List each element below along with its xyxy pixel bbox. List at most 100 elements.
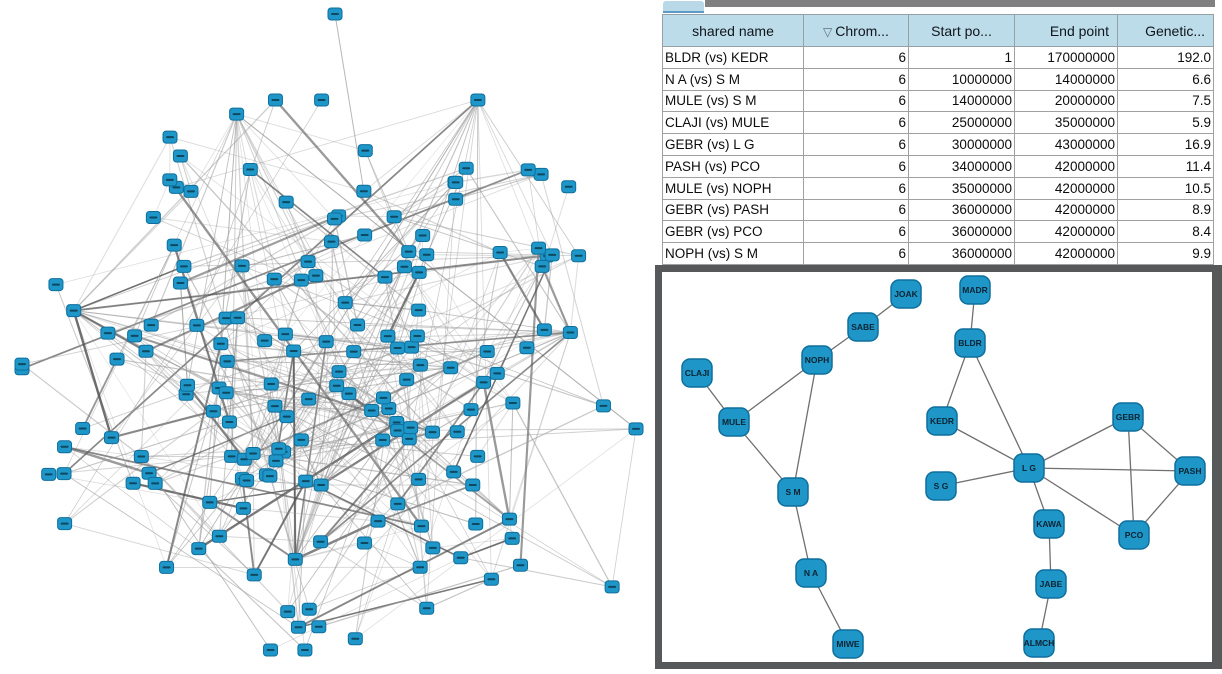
hairball-node[interactable] xyxy=(563,327,577,339)
hairball-node[interactable] xyxy=(247,569,261,581)
hairball-node[interactable] xyxy=(348,633,362,645)
hairball-node[interactable] xyxy=(126,477,140,489)
hairball-node[interactable] xyxy=(110,353,124,365)
hairball-node[interactable] xyxy=(471,450,485,462)
hairball-node[interactable] xyxy=(314,536,328,548)
hairball-node[interactable] xyxy=(376,392,390,404)
hairball-node[interactable] xyxy=(410,330,424,342)
hairball-node[interactable] xyxy=(267,273,281,285)
hairball-node[interactable] xyxy=(230,108,244,120)
hairball-node[interactable] xyxy=(477,376,491,388)
graph-node-PASH[interactable]: PASH xyxy=(1175,457,1205,485)
hairball-node[interactable] xyxy=(490,367,504,379)
hairball-node[interactable] xyxy=(222,416,236,428)
hairball-node[interactable] xyxy=(378,271,392,283)
graph-node-KEDR[interactable]: KEDR xyxy=(927,407,957,435)
hairball-node[interactable] xyxy=(184,185,198,197)
hairball-node[interactable] xyxy=(521,164,535,176)
hairball-node[interactable] xyxy=(391,498,405,510)
hairball-node[interactable] xyxy=(357,185,371,197)
hairball-node[interactable] xyxy=(167,239,181,251)
hairball-node[interactable] xyxy=(420,249,434,261)
hairball-node[interactable] xyxy=(101,327,115,339)
hairball-node[interactable] xyxy=(382,403,396,415)
partial-tab[interactable] xyxy=(663,1,704,13)
graph-edge[interactable] xyxy=(1029,468,1190,471)
hairball-node[interactable] xyxy=(464,404,478,416)
hairball-node[interactable] xyxy=(263,470,277,482)
hairball-node[interactable] xyxy=(493,247,507,259)
hairball-node[interactable] xyxy=(444,362,458,374)
hairball-node[interactable] xyxy=(376,434,390,446)
hairball-node[interactable] xyxy=(471,94,485,106)
hairball-node[interactable] xyxy=(235,260,249,272)
graph-node-BLDR[interactable]: BLDR xyxy=(955,329,985,357)
hairball-node[interactable] xyxy=(397,261,411,273)
hairball-node[interactable] xyxy=(309,270,323,282)
hairball-node[interactable] xyxy=(358,229,372,241)
hairball-node[interactable] xyxy=(278,328,292,340)
hairball-node[interactable] xyxy=(134,451,148,463)
hairball-node[interactable] xyxy=(629,423,643,435)
hairball-node[interactable] xyxy=(484,573,498,585)
graph-edge[interactable] xyxy=(970,343,1029,468)
hairball-node[interactable] xyxy=(163,174,177,186)
hairball-node[interactable] xyxy=(163,131,177,143)
hairball-node[interactable] xyxy=(412,304,426,316)
hairball-node[interactable] xyxy=(76,423,90,435)
hairball-node[interactable] xyxy=(426,426,440,438)
hairball-node[interactable] xyxy=(402,433,416,445)
hairball-node[interactable] xyxy=(272,443,286,455)
hairball-node[interactable] xyxy=(280,411,294,423)
hairball-node[interactable] xyxy=(416,230,430,242)
hairball-node[interactable] xyxy=(381,330,395,342)
hairball-node[interactable] xyxy=(314,479,328,491)
graph-node-SM[interactable]: S M xyxy=(778,478,808,506)
hairball-svg[interactable] xyxy=(0,0,655,669)
hairball-node[interactable] xyxy=(148,477,162,489)
hairball-node[interactable] xyxy=(219,387,233,399)
hairball-node[interactable] xyxy=(351,319,365,331)
hairball-node[interactable] xyxy=(287,345,301,357)
hairball-node[interactable] xyxy=(15,358,29,370)
hairball-node[interactable] xyxy=(58,441,72,453)
hairball-node[interactable] xyxy=(177,260,191,272)
hairball-node[interactable] xyxy=(312,621,326,633)
graph-node-PCO[interactable]: PCO xyxy=(1119,521,1149,549)
hairball-node[interactable] xyxy=(413,359,427,371)
hairball-node[interactable] xyxy=(231,312,245,324)
hairball-node[interactable] xyxy=(387,211,401,223)
hairball-node[interactable] xyxy=(281,606,295,618)
hairball-node[interactable] xyxy=(302,393,316,405)
hairball-node[interactable] xyxy=(572,250,586,262)
hairball-node[interactable] xyxy=(596,400,610,412)
hairball-node[interactable] xyxy=(173,277,187,289)
hairball-node[interactable] xyxy=(469,518,483,530)
hairball-node[interactable] xyxy=(400,374,414,386)
hairball-node[interactable] xyxy=(225,450,239,462)
hairball-node[interactable] xyxy=(236,502,250,514)
hairball-node[interactable] xyxy=(414,520,428,532)
column-header-genetic[interactable]: Genetic... xyxy=(1118,15,1214,47)
graph-node-NOPH[interactable]: NOPH xyxy=(802,346,832,374)
graph-edge[interactable] xyxy=(793,360,817,492)
hairball-node[interactable] xyxy=(505,532,519,544)
hairball-node[interactable] xyxy=(324,236,338,248)
hairball-node[interactable] xyxy=(144,319,158,331)
hairball-node[interactable] xyxy=(502,513,516,525)
graph-node-SG[interactable]: S G xyxy=(926,472,956,500)
hairball-node[interactable] xyxy=(268,94,282,106)
hairball-node[interactable] xyxy=(338,297,352,309)
hairball-node[interactable] xyxy=(180,379,194,391)
hairball-node[interactable] xyxy=(294,434,308,446)
hairball-node[interactable] xyxy=(279,196,293,208)
hairball-node[interactable] xyxy=(128,330,142,342)
hairball-node[interactable] xyxy=(206,405,220,417)
hairball-node[interactable] xyxy=(160,561,174,573)
hairball-node[interactable] xyxy=(480,345,494,357)
column-header-shared-name[interactable]: shared name xyxy=(663,15,804,47)
hairball-node[interactable] xyxy=(605,581,619,593)
